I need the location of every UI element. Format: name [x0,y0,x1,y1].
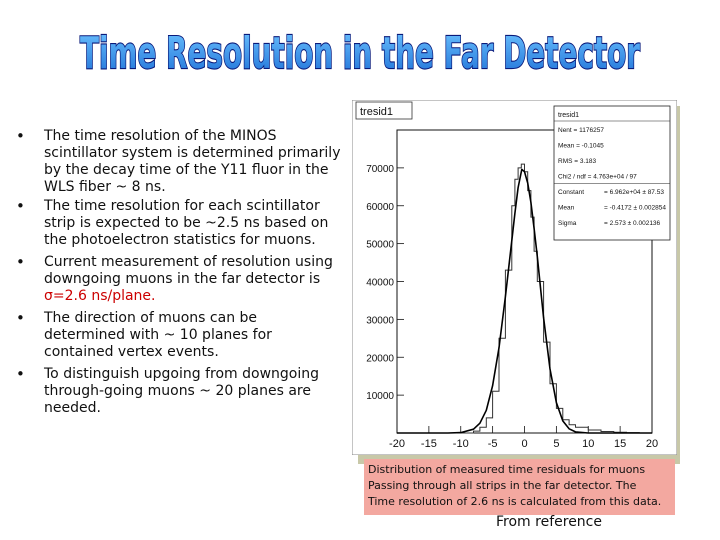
stats-name: tresid1 [558,112,579,119]
stats-row-label: RMS = 3.183 [558,158,597,165]
stats-box: tresid1 Nent = 1176257 Mean = -0.1045 RMS … [553,105,671,241]
stats-row-value: = 6.962e+04 ± 87.53 [604,189,664,196]
resolution-highlight: σ=2.6 ns/plane. [44,288,156,304]
figure-caption: Distribution of measured time residuals … [364,459,675,515]
x-tick-label: 10 [582,438,594,450]
y-tick-label: 30000 [366,315,394,326]
stats-row-label: Mean = -0.1045 [558,143,604,150]
canvas-label-box [355,101,413,120]
bullet-item: • The direction of muons can be determine… [16,309,272,361]
slide-title-text: Time Resolution in the Far Detector [80,28,640,79]
bullet-item: • The time resolution for each scintillat… [16,197,329,249]
y-tick-label: 20000 [366,353,394,364]
y-tick-label: 40000 [366,278,394,289]
y-tick-label: 10000 [366,391,394,402]
canvas-label: tresid1 [360,106,393,118]
fit-curve [397,168,652,434]
caption-line: Distribution of measured time residuals … [368,463,646,476]
x-tick-label: -15 [421,438,437,450]
y-tick-label: 70000 [366,164,394,175]
bullet-item: • Current measurement of resolution using… [16,253,333,305]
x-tick-label: 15 [614,438,626,450]
bullet-dot-icon: • [16,309,25,327]
stats-row-label: Sigma [558,220,577,227]
caption-line: Time resolution of 2.6 ns is calculated … [368,495,662,508]
bullet-item: • To distinguish upgoing from downgoing t… [16,365,319,417]
y-tick-label: 60000 [366,202,394,213]
stats-row-value: = 2.573 ± 0.002136 [604,220,661,227]
bullet-list: • The time resolution of the MINOS scinti… [12,128,342,417]
y-tick-label: 50000 [366,240,394,251]
x-tick-label: -10 [453,438,469,450]
bullet-dot-icon: • [16,127,25,145]
x-tick-label: -5 [488,438,498,450]
stats-row-label: Mean [558,205,575,212]
residual-histogram: tresid1 -20 -15 -10 -5 0 5 10 15 20 10000 20000 300… [352,100,677,455]
x-tick-label: 20 [646,438,658,450]
x-tick-label: 0 [521,438,527,450]
caption-line: Passing through all strips in the far de… [368,479,637,492]
stats-row-label: Constant [558,189,584,196]
bullet-dot-icon: • [16,365,25,383]
stats-row-label: Chi2 / ndf = 4.763e+04 / 97 [558,174,637,181]
bullet-item: • The time resolution of the MINOS scinti… [16,127,341,196]
bullet-dot-icon: • [16,197,25,215]
stats-row-label: Nent = 1176257 [558,127,604,134]
stats-row-value: = -0.4172 ± 0.002854 [604,205,666,212]
plot-area: -20 -15 -10 -5 0 5 10 15 20 10000 20000 30000 40000 5… [366,129,658,450]
slide-title: Time Resolution in the Far Detector [79,27,641,80]
x-tick-label: 5 [553,438,559,450]
histogram-series [397,163,652,434]
reference-note: From reference [496,514,602,530]
x-tick-label: -20 [389,438,405,450]
bullet-dot-icon: • [16,253,25,271]
